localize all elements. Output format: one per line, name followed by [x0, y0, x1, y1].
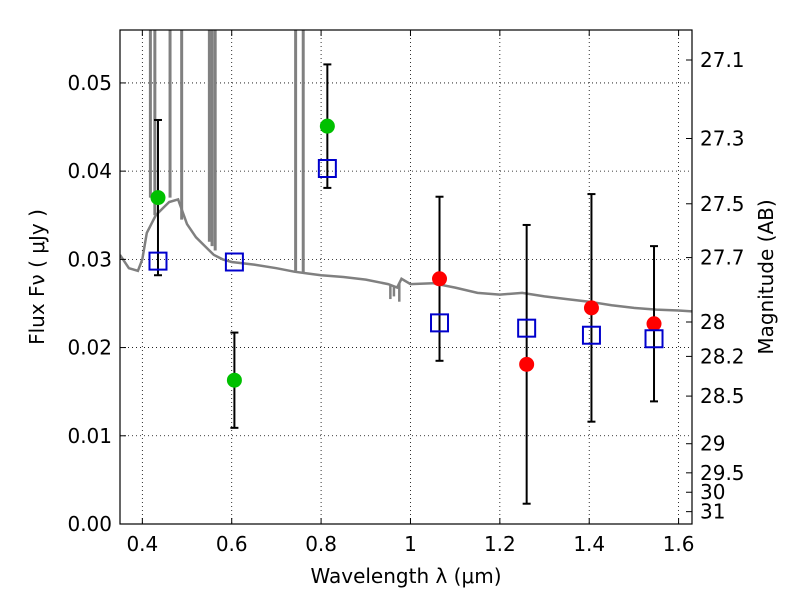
right-tick-label: 27.1: [700, 48, 745, 72]
photometry-point: [432, 271, 448, 287]
x-tick-label: 0.6: [216, 532, 248, 556]
model-flux-square: [644, 329, 664, 349]
model-flux-square: [224, 252, 244, 272]
plot-background: [120, 30, 692, 524]
spectrum-line: [120, 197, 692, 313]
right-tick-label: 27.5: [700, 192, 745, 216]
x-tick-label: 1.6: [663, 532, 695, 556]
photometry-point: [583, 300, 599, 316]
right-tick-label: 28.5: [700, 384, 745, 408]
right-tick-label: 31: [700, 500, 725, 524]
y-axis-title: Flux Fν ( μJy ): [25, 209, 49, 345]
photometry-point: [646, 316, 662, 332]
right-tick-label: 27.7: [700, 246, 745, 270]
right-tick-label: 30: [700, 480, 725, 504]
model-flux-square: [581, 325, 601, 345]
photometry-point: [519, 356, 535, 372]
y-tick-label: 0.04: [67, 159, 112, 183]
right-axis-title: Magnitude (AB): [754, 199, 778, 354]
y-tick-label: 0.01: [67, 424, 112, 448]
x-tick-label: 1.2: [484, 532, 516, 556]
model-flux-square: [317, 158, 337, 178]
y-tick-label: 0.05: [67, 71, 112, 95]
x-tick-label: 1: [404, 532, 417, 556]
x-tick-label: 0.4: [126, 532, 158, 556]
y-axis-ticks: 0.00 0.01 0.02 0.03 0.04 0.05: [67, 71, 126, 536]
right-tick-label: 29.5: [700, 461, 745, 485]
photometry-point: [226, 372, 242, 388]
x-tick-label: 1.4: [573, 532, 605, 556]
x-axis-ticks: 0.4 0.6 0.8 1 1.2 1.4 1.6: [126, 30, 695, 556]
y-tick-label: 0.00: [67, 512, 112, 536]
x-tick-label: 0.8: [305, 532, 337, 556]
model-flux-square: [430, 313, 450, 333]
model-flux-square: [517, 318, 537, 338]
right-tick-label: 27.3: [700, 127, 745, 151]
photometry-point: [319, 118, 335, 134]
photometry-point: [150, 190, 166, 206]
right-tick-label: 29: [700, 432, 725, 456]
model-flux-square: [148, 251, 168, 271]
x-axis-title: Wavelength λ (μm): [310, 564, 501, 588]
y-tick-label: 0.02: [67, 336, 112, 360]
right-tick-label: 28.2: [700, 344, 745, 368]
y-tick-label: 0.03: [67, 247, 112, 271]
plot-frame: [119, 29, 693, 525]
right-tick-label: 28: [700, 310, 725, 334]
data-markers: [148, 118, 664, 388]
model-spectrum: [120, 30, 692, 313]
